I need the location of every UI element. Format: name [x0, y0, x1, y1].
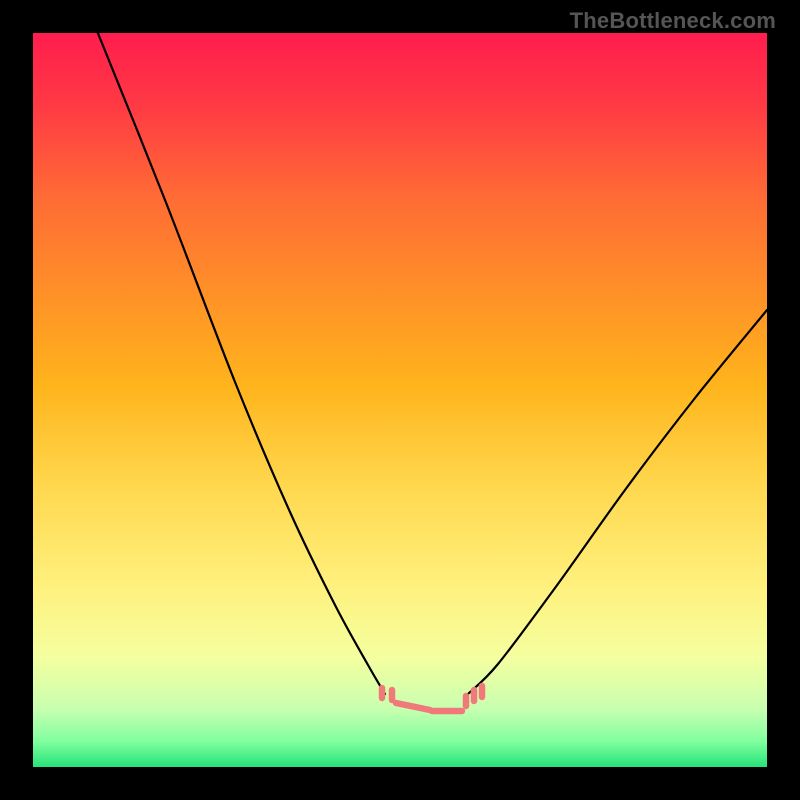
watermark-text: TheBottleneck.com [570, 8, 776, 34]
